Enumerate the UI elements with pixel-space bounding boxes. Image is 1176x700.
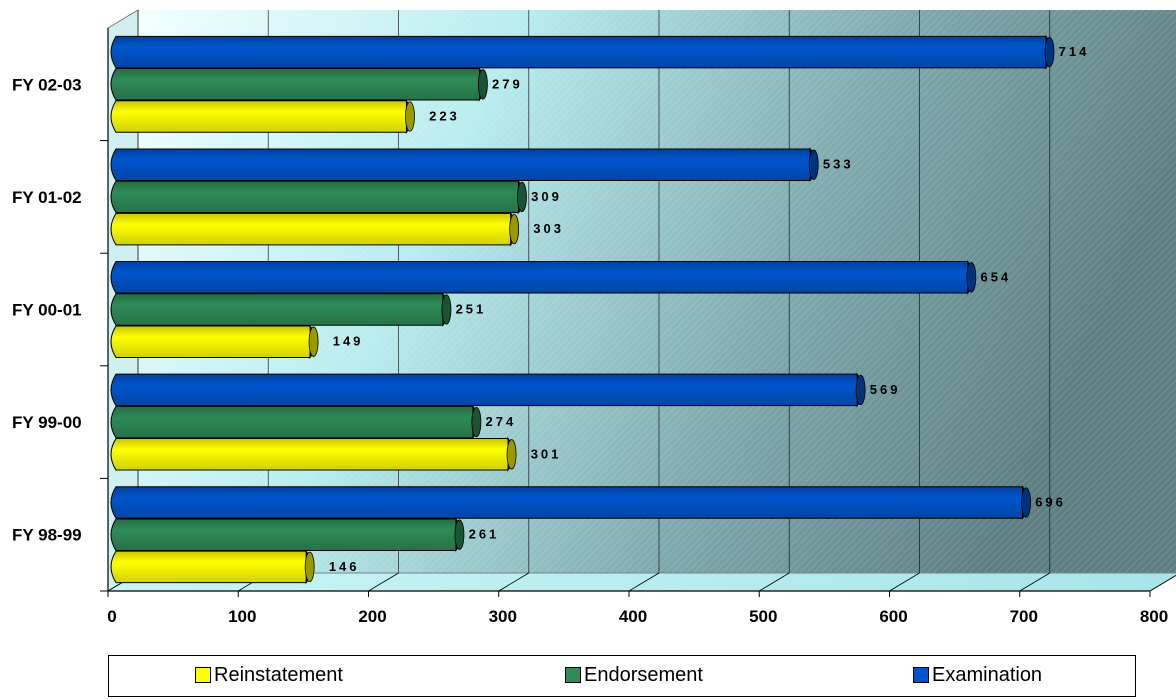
tick-label-100: 100 [228, 607, 256, 626]
tick-label-300: 300 [489, 607, 517, 626]
category-label-fy-98-99: FY 98-99 [12, 526, 82, 545]
bar-examination-fy-02-03 [110, 34, 1055, 70]
data-label-endorsement-fy-00-01: 251 [456, 302, 487, 317]
bar-body [110, 212, 512, 246]
tick-label-800: 800 [1140, 607, 1168, 626]
bar-body [110, 100, 407, 133]
bar-end-cap-face [441, 294, 452, 325]
bar-end-cap-face [517, 181, 527, 213]
bar-reinstatement-fy-99-00 [110, 436, 517, 472]
bar-end-cap-face [509, 213, 520, 245]
data-label-examination-fy-01-02: 533 [823, 157, 854, 172]
floor-gridline [628, 572, 660, 592]
data-label-endorsement-fy-01-02: 309 [531, 189, 562, 204]
bar-end-cap-face [808, 149, 819, 180]
legend-swatch-endorsement [565, 667, 581, 683]
data-label-reinstatement-fy-00-01: 149 [333, 334, 364, 349]
bar-body [110, 405, 474, 439]
bar-examination-fy-00-01 [110, 259, 977, 295]
tick-label-400: 400 [619, 607, 647, 626]
bar-body [110, 486, 1024, 519]
legend-swatch-examination [913, 667, 929, 683]
bar-examination-fy-99-00 [110, 372, 866, 408]
legend-label-reinstatement: Reinstatement [214, 664, 343, 686]
bar-examination-fy-01-02 [110, 147, 819, 183]
category-label-fy-99-00: FY 99-00 [12, 413, 82, 432]
floor-gridline [1019, 572, 1050, 592]
bar-end-cap-face [454, 519, 465, 550]
bar-end-cap-face [471, 406, 482, 438]
tick-label-500: 500 [749, 607, 777, 626]
bar-body [110, 325, 311, 358]
bar-body [110, 373, 858, 407]
tick-label-600: 600 [879, 607, 907, 626]
bar-reinstatement-fy-00-01 [110, 324, 319, 360]
bar-reinstatement-fy-01-02 [110, 211, 520, 247]
bar-examination-fy-98-99 [110, 484, 1031, 521]
bar-endorsement-fy-99-00 [110, 404, 482, 440]
category-label-fy-02-03: FY 02-03 [12, 75, 82, 94]
bar-end-cap-face [1044, 36, 1055, 68]
bar-body [110, 35, 1047, 69]
data-label-examination-fy-00-01: 654 [980, 269, 1011, 284]
tick-label-200: 200 [358, 607, 386, 626]
bar-end-cap-face [1021, 487, 1031, 518]
bar-endorsement-fy-98-99 [110, 517, 465, 553]
data-label-reinstatement-fy-99-00: 301 [531, 446, 562, 461]
data-label-reinstatement-fy-01-02: 303 [533, 221, 564, 236]
bar-end-cap-face [506, 439, 517, 470]
bar-end-cap-face [304, 551, 315, 583]
floor-gridline [889, 572, 920, 592]
tick-label-0: 0 [107, 607, 116, 626]
bar-body [110, 68, 480, 101]
bar-endorsement-fy-02-03 [110, 66, 488, 102]
tick-label-700: 700 [1010, 607, 1038, 626]
legend: Reinstatement Endorsement Examination [108, 655, 1136, 697]
category-label-fy-00-01: FY 00-01 [12, 301, 82, 320]
data-label-endorsement-fy-98-99: 261 [469, 527, 500, 542]
bar-body [110, 148, 811, 181]
category-label-fy-01-02: FY 01-02 [12, 188, 82, 207]
bar-reinstatement-fy-02-03 [110, 98, 415, 135]
bar-end-cap-face [966, 262, 977, 293]
legend-label-endorsement: Endorsement [584, 664, 703, 686]
bar-end-cap-face [308, 326, 319, 357]
data-label-examination-fy-98-99: 696 [1035, 495, 1066, 510]
floor-gridline [498, 572, 529, 592]
data-label-endorsement-fy-99-00: 274 [486, 414, 517, 429]
bar-body [110, 550, 307, 584]
legend-item-examination: Examination [913, 664, 1042, 686]
floor-gridline [1149, 574, 1176, 592]
data-label-reinstatement-fy-02-03: 223 [429, 109, 460, 124]
bar-body [110, 293, 444, 326]
legend-item-reinstatement: Reinstatement [195, 664, 343, 686]
bar-body [110, 261, 969, 294]
legend-item-endorsement: Endorsement [565, 664, 703, 686]
data-label-reinstatement-fy-98-99: 146 [329, 559, 360, 574]
bar-reinstatement-fy-98-99 [110, 549, 315, 585]
bar-endorsement-fy-00-01 [110, 291, 452, 328]
floor-gridline [368, 572, 399, 592]
bar-end-cap-face [855, 374, 866, 406]
data-label-examination-fy-02-03: 714 [1059, 44, 1090, 59]
bar-endorsement-fy-01-02 [110, 179, 527, 215]
bar-body [110, 438, 509, 471]
data-label-endorsement-fy-02-03: 279 [492, 76, 523, 91]
bar-end-cap-face [405, 101, 415, 132]
legend-label-examination: Examination [932, 664, 1043, 686]
floor-gridline [759, 572, 790, 592]
bar-body [110, 518, 457, 551]
bar-end-cap-face [477, 69, 488, 100]
bars: 696 261 146 569 274 301 654 251 149 533 309 303 714 2… [110, 34, 1090, 585]
category-axis: FY 98-99 FY 99-00 FY 00-01 FY 01-02 FY 02-03 [12, 28, 109, 592]
value-axis: 0 100 200 300 400 500 600 700 800 [107, 590, 1168, 626]
data-label-examination-fy-99-00: 569 [870, 382, 901, 397]
legend-swatch-reinstatement [195, 667, 211, 683]
bar-body [110, 180, 519, 214]
